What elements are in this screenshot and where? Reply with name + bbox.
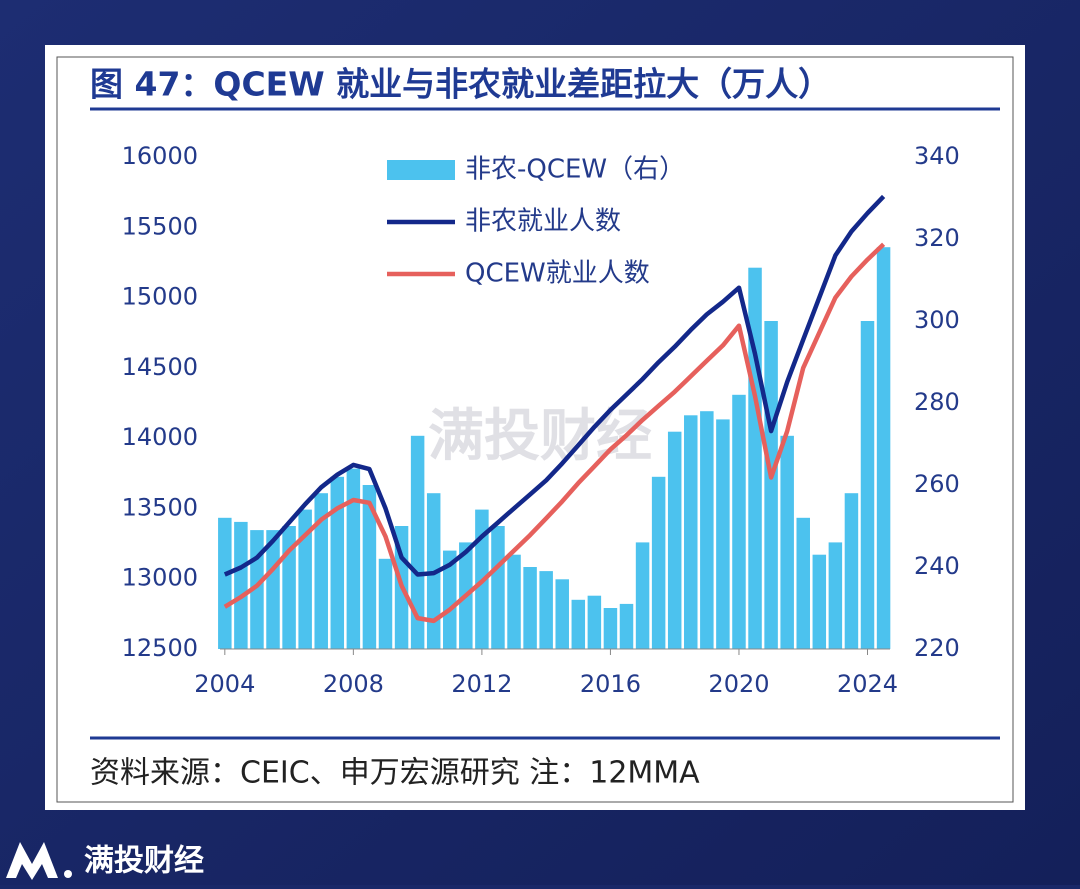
bar bbox=[635, 542, 650, 649]
y2-tick-label: 260 bbox=[914, 470, 960, 498]
bar bbox=[234, 521, 248, 649]
y-tick-label: 14000 bbox=[122, 423, 198, 451]
bar bbox=[443, 550, 457, 649]
bar bbox=[507, 554, 521, 649]
watermark: 满投财经 bbox=[428, 404, 652, 469]
bar bbox=[298, 509, 312, 649]
bar bbox=[667, 431, 682, 649]
y-tick-label: 13500 bbox=[122, 493, 198, 521]
bar bbox=[651, 476, 666, 649]
bar bbox=[700, 411, 714, 649]
bar bbox=[764, 321, 778, 649]
bar bbox=[410, 435, 425, 649]
bar bbox=[491, 526, 505, 649]
y2-tick-label: 340 bbox=[914, 142, 960, 170]
bar bbox=[523, 567, 537, 649]
x-tick-label: 2020 bbox=[708, 670, 769, 698]
bar bbox=[266, 530, 280, 649]
brand-dot bbox=[64, 870, 72, 878]
x-tick-label: 2008 bbox=[323, 670, 384, 698]
bar bbox=[378, 558, 393, 649]
y-tick-label: 15500 bbox=[122, 212, 198, 240]
bar bbox=[587, 595, 602, 649]
y-tick-label: 13000 bbox=[122, 564, 198, 592]
brand: 满投财经 bbox=[84, 844, 204, 879]
y2-tick-label: 240 bbox=[914, 552, 960, 580]
bar bbox=[555, 579, 569, 649]
x-tick-label: 2024 bbox=[837, 670, 898, 698]
y-tick-label: 16000 bbox=[122, 142, 198, 170]
plot: 12500 13000 13500 14000 14500 15000 15500 16000… bbox=[122, 142, 960, 698]
chart-title: 图 47：QCEW 就业与非农就业差距拉大（万人） bbox=[90, 65, 831, 104]
x-tick-label: 2016 bbox=[580, 670, 641, 698]
y-tick-label: 14500 bbox=[122, 353, 198, 381]
bar bbox=[314, 493, 328, 649]
y2-tick-label: 220 bbox=[914, 634, 960, 662]
bar bbox=[571, 599, 586, 649]
line bbox=[223, 194, 886, 577]
y2-tick-label: 300 bbox=[914, 306, 960, 334]
x-tick-label: 2012 bbox=[451, 670, 512, 698]
y2-tick-label: 320 bbox=[914, 224, 960, 252]
bar bbox=[603, 608, 618, 649]
x-tick-label: 2004 bbox=[194, 670, 255, 698]
legend-label: QCEW就业人数 bbox=[465, 259, 650, 289]
brand-logo bbox=[6, 842, 58, 880]
bar bbox=[796, 517, 810, 649]
bar bbox=[844, 493, 859, 649]
bar bbox=[218, 517, 232, 649]
line bbox=[223, 242, 886, 624]
y-tick-label: 12500 bbox=[122, 634, 198, 662]
bar bbox=[362, 485, 377, 649]
bar bbox=[716, 419, 730, 649]
legend-label: 非农就业人数 bbox=[465, 207, 621, 237]
bar bbox=[860, 321, 875, 649]
source-note: 资料来源：CEIC、申万宏源研究 注：12MMA bbox=[90, 756, 700, 791]
legend-label: 非农-QCEW（右） bbox=[465, 155, 685, 185]
bar bbox=[732, 394, 746, 649]
bar bbox=[828, 542, 843, 649]
bar bbox=[876, 247, 891, 649]
bar bbox=[780, 435, 794, 649]
card-border bbox=[56, 56, 1014, 803]
y2-tick-label: 280 bbox=[914, 388, 960, 416]
bar bbox=[684, 415, 698, 649]
bar bbox=[812, 554, 827, 649]
legend-swatch bbox=[387, 160, 455, 180]
bar bbox=[330, 476, 345, 649]
bar bbox=[539, 571, 553, 649]
y-tick-label: 15000 bbox=[122, 283, 198, 311]
bar bbox=[346, 468, 361, 649]
bar bbox=[619, 603, 634, 649]
